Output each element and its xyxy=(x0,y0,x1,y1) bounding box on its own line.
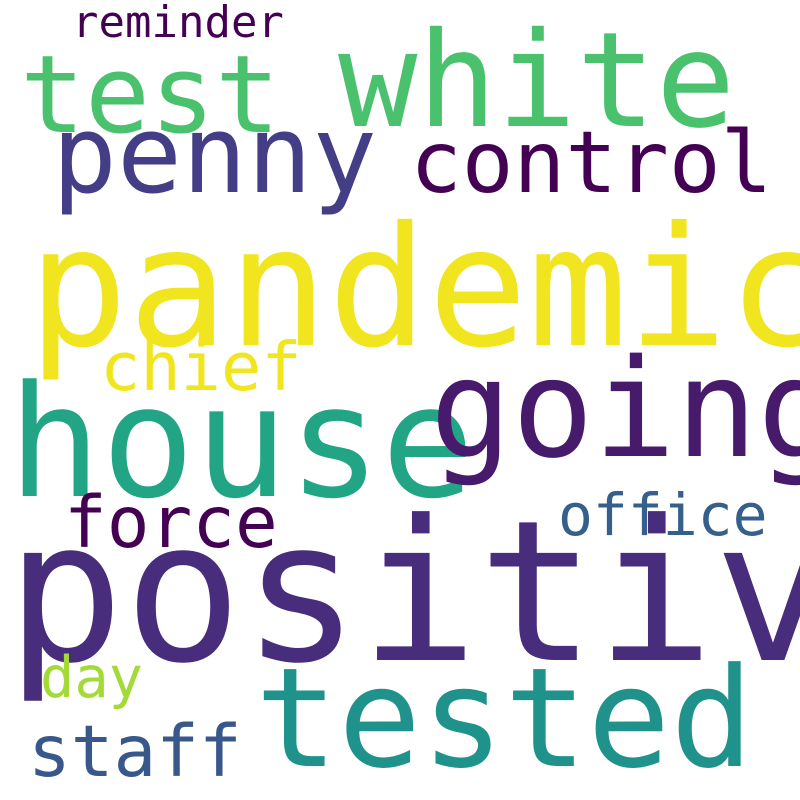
word-penny: penny xyxy=(52,93,378,218)
word-house: house xyxy=(8,352,475,533)
word-day: day xyxy=(40,645,143,711)
word-going: going xyxy=(430,331,800,489)
word-staff: staff xyxy=(28,710,242,793)
word-tested: tested xyxy=(255,638,754,799)
word-control: control xyxy=(410,113,773,213)
word-office: office xyxy=(558,481,768,549)
word-pandemic: pandemic xyxy=(28,192,800,385)
word-reminder: reminder xyxy=(72,0,284,48)
word-test: test xyxy=(20,33,281,158)
word-force: force xyxy=(64,481,278,564)
word-white: white xyxy=(338,4,736,158)
word-positive: positive xyxy=(6,479,800,707)
word-chief: chief xyxy=(100,328,302,406)
